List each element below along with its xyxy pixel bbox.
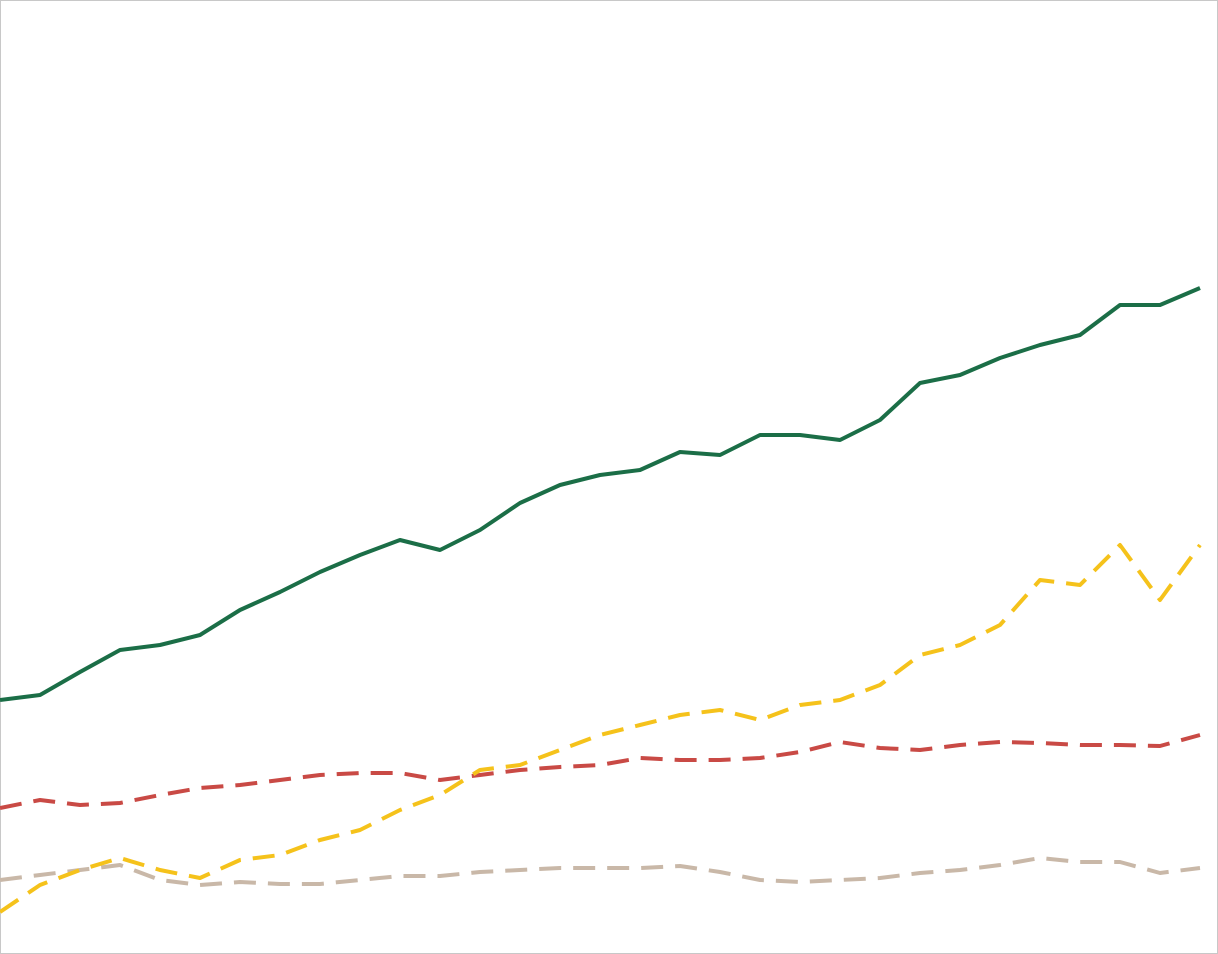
series-line bbox=[0, 856, 1201, 887]
series-line bbox=[0, 286, 1201, 702]
series-line bbox=[0, 543, 1202, 914]
